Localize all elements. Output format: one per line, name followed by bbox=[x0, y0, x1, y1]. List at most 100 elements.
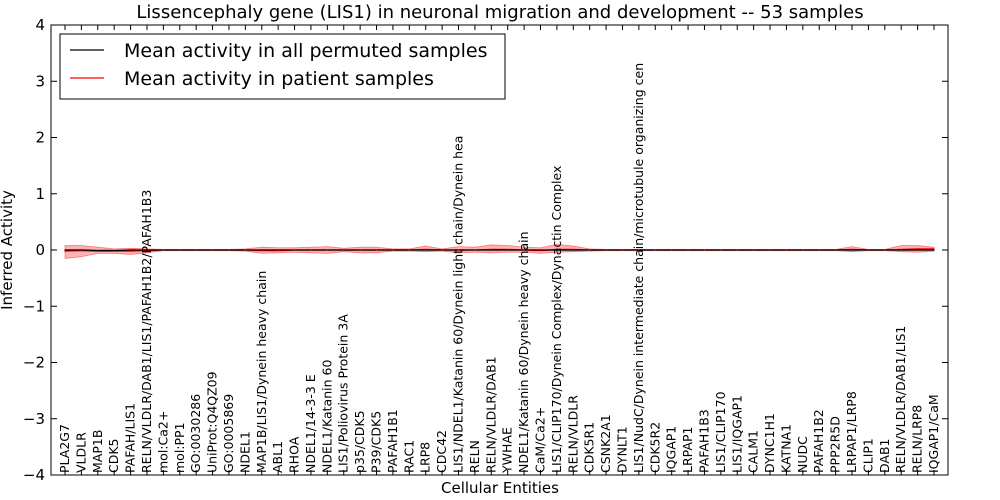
x-tick-label: P39/CDK5 bbox=[369, 411, 384, 473]
x-tick-label: LIS1/IQGAP1 bbox=[729, 395, 744, 473]
x-tick-label: PLA2G7 bbox=[57, 424, 72, 473]
y-tick-label: −1 bbox=[23, 297, 45, 315]
patient-point bbox=[572, 248, 574, 251]
patient-point bbox=[293, 249, 296, 251]
x-tick-label: UniProt:Q4QZ09 bbox=[205, 371, 220, 473]
patient-point bbox=[621, 249, 624, 251]
x-tick-label: MAP1B bbox=[90, 430, 105, 473]
x-tick-label: IQGAP1 bbox=[664, 426, 679, 473]
patient-point bbox=[195, 249, 197, 251]
y-tick-label: −4 bbox=[23, 466, 45, 484]
x-tick-label: NDEL1/Katanin 60/Dynein heavy chain bbox=[516, 231, 531, 473]
x-tick-label: p35/CDK5 bbox=[352, 410, 367, 473]
legend: Mean activity in all permuted samples Me… bbox=[59, 33, 506, 100]
axis-ticks: −4 −3 −2 −1 0 1 2 3 4 bbox=[23, 16, 948, 484]
permuted-point bbox=[64, 249, 66, 251]
patient-point bbox=[818, 249, 820, 251]
x-tick-label: RELN/VLDLR bbox=[565, 395, 580, 473]
x-tick-label: PAFAH1B2 bbox=[811, 409, 826, 473]
patient-point bbox=[802, 249, 804, 251]
x-tick-label: mol:PP1 bbox=[172, 422, 187, 473]
x-tick-label: LRPAP1 bbox=[680, 427, 695, 473]
patient-point bbox=[736, 249, 738, 251]
x-tick-label: CDK5 bbox=[106, 438, 121, 473]
patient-point bbox=[408, 249, 410, 251]
x-tick-label: CDC42 bbox=[434, 430, 449, 473]
patient-point bbox=[310, 249, 312, 251]
patient-point bbox=[867, 249, 870, 251]
patient-point bbox=[638, 249, 640, 251]
patient-point bbox=[933, 248, 935, 250]
patient-point bbox=[113, 250, 115, 252]
patient-point bbox=[884, 249, 886, 251]
patient-point bbox=[392, 249, 394, 251]
permuted-point bbox=[933, 249, 935, 251]
x-tick-label: LIS1/CLIP170 bbox=[713, 391, 728, 473]
y-axis-label: Inferred Activity bbox=[0, 190, 16, 310]
patient-point bbox=[457, 249, 460, 251]
patient-point bbox=[523, 249, 525, 251]
patient-point bbox=[277, 249, 279, 252]
plot-area: −4 −3 −2 −1 0 1 2 3 4 PLA2G7 VLDLR MAP1B CDK5 PAFAH/… bbox=[23, 16, 949, 484]
x-tick-label: NDEL1/14-3-3 E bbox=[303, 374, 318, 473]
patient-point bbox=[917, 248, 919, 250]
patient-point bbox=[326, 249, 328, 251]
x-tick-label: YWHAE bbox=[500, 427, 515, 474]
patient-point bbox=[80, 249, 82, 252]
patient-point bbox=[375, 249, 378, 251]
x-tick-label: RELN/VLDLR/DAB1/LIS1/PAFAH1B2/PAFAH1B3 bbox=[139, 190, 154, 473]
y-tick-label: 0 bbox=[35, 241, 45, 259]
x-tick-label: PAFAH/LIS1 bbox=[123, 403, 138, 473]
x-tick-label: CALM1 bbox=[746, 430, 761, 473]
x-tick-label: mol:Ca2+ bbox=[155, 411, 170, 473]
patient-point bbox=[589, 249, 591, 251]
y-tick-label: 3 bbox=[35, 72, 45, 90]
x-tick-label: RELN/LRP8 bbox=[910, 405, 925, 473]
x-tick-label: LIS1/Poliovirus Protein 3A bbox=[336, 314, 351, 473]
x-tick-label: PPP2R5D bbox=[828, 416, 843, 473]
patient-point bbox=[211, 249, 214, 251]
patient-point bbox=[179, 249, 181, 251]
x-tick-label: NDEL1 bbox=[237, 431, 252, 473]
patient-point bbox=[753, 249, 755, 251]
patient-point bbox=[835, 249, 837, 251]
patient-point bbox=[146, 249, 148, 252]
x-tick-label: CaM/Ca2+ bbox=[532, 407, 547, 473]
legend-frame bbox=[59, 33, 506, 100]
patient-point bbox=[703, 249, 706, 251]
patient-point bbox=[785, 249, 788, 251]
x-tick-label: RELN/VLDLR/DAB1/LIS1 bbox=[893, 326, 908, 473]
x-tick-label: GO:0030286 bbox=[188, 394, 203, 473]
x-tick-label: KATNA1 bbox=[778, 424, 793, 473]
x-tick-label: RELN bbox=[467, 440, 482, 473]
patient-point bbox=[64, 250, 66, 252]
x-tick-label: DAB1 bbox=[877, 439, 892, 474]
x-tick-label: IQGAP1/CaM bbox=[926, 394, 941, 473]
patient-point bbox=[769, 249, 771, 251]
x-tick-label: MAP1B/LIS1/Dynein heavy chain bbox=[254, 271, 269, 473]
x-tick-label: RHOA bbox=[287, 436, 302, 473]
legend-label-patient: Mean activity in patient samples bbox=[124, 68, 434, 90]
x-tick-label: PAFAH1B3 bbox=[696, 409, 711, 473]
x-tick-label: LIS1/CLIP170/Dynein Complex/Dynactin Com… bbox=[549, 166, 564, 473]
permuted-point bbox=[129, 249, 132, 251]
patient-point bbox=[900, 248, 902, 251]
chart-title: Lissencephaly gene (LIS1) in neuronal mi… bbox=[136, 2, 863, 23]
y-tick-label: 4 bbox=[35, 16, 45, 34]
x-tick-label: DYNC1H1 bbox=[762, 413, 777, 473]
legend-label-permuted: Mean activity in all permuted samples bbox=[124, 40, 487, 62]
x-tick-label: RAC1 bbox=[401, 440, 416, 473]
patient-point bbox=[162, 249, 164, 251]
x-axis-label: Cellular Entities bbox=[441, 479, 559, 497]
patient-point bbox=[687, 249, 689, 251]
y-tick-label: −2 bbox=[23, 354, 45, 372]
patient-point bbox=[720, 249, 722, 251]
x-tick-label: ABL1 bbox=[270, 441, 285, 473]
patient-point bbox=[343, 249, 345, 251]
x-tick-label: VLDLR bbox=[73, 432, 88, 473]
patient-point bbox=[654, 249, 656, 251]
permuted-line bbox=[65, 249, 934, 252]
x-tick-label: NUDC bbox=[795, 436, 810, 473]
y-tick-label: 2 bbox=[35, 129, 45, 147]
